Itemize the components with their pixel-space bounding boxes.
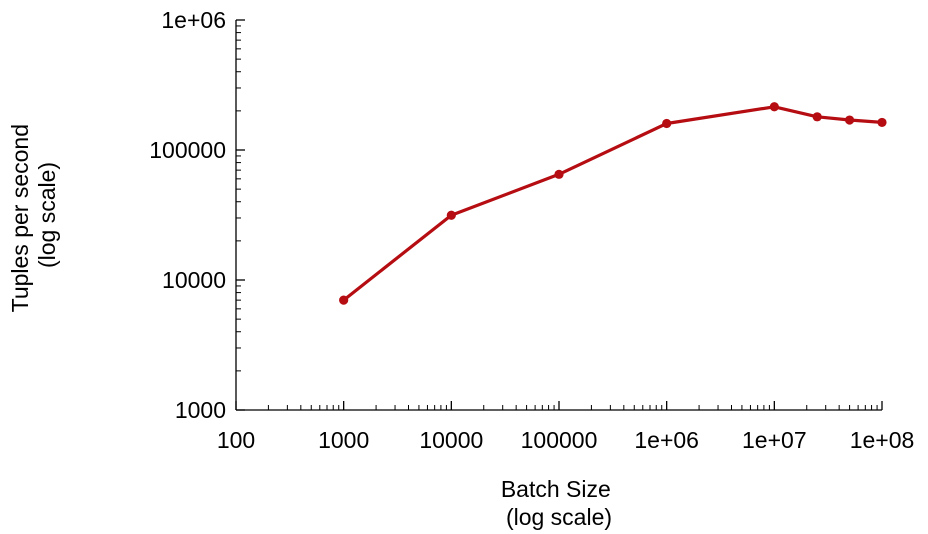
- x-tick-label: 10000: [419, 427, 483, 453]
- y-ticks: 1000 10000 100000 1e+06: [149, 7, 245, 423]
- y-tick-label: 100000: [149, 137, 226, 163]
- x-axis-title-line-1: Batch Size: [501, 476, 611, 502]
- y-tick-label: 1000: [175, 397, 226, 423]
- y-tick-label: 1e+06: [161, 7, 226, 33]
- data-point: [554, 169, 564, 179]
- x-tick-label: 1000: [318, 427, 369, 453]
- data-point: [877, 117, 887, 128]
- axes: [235, 20, 882, 411]
- y-axis-title-line-2: (log scale): [34, 162, 60, 268]
- plot-series: [339, 102, 887, 305]
- y-tick-label: 10000: [162, 267, 226, 293]
- data-point: [446, 210, 456, 220]
- y-axis-title-line-1: Tuples per second: [7, 124, 33, 312]
- x-axis-title: Batch Size (log scale): [501, 476, 617, 530]
- x-tick-label: 100000: [521, 427, 598, 453]
- y-axis-title: Tuples per second (log scale): [7, 118, 60, 313]
- data-point: [769, 102, 779, 112]
- x-tick-label: 1e+08: [850, 427, 915, 453]
- x-axis-title-line-2: (log scale): [506, 504, 612, 530]
- data-point: [339, 295, 349, 305]
- x-ticks: 100 1000 10000 100000 1e+06 1e+07 1e+08: [217, 401, 914, 453]
- series-line: [342, 105, 884, 302]
- x-tick-label: 100: [217, 427, 255, 453]
- x-tick-label: 1e+07: [742, 427, 807, 453]
- data-point: [662, 118, 672, 129]
- x-tick-label: 1e+06: [634, 427, 699, 453]
- data-point: [844, 115, 855, 125]
- data-point: [812, 112, 822, 122]
